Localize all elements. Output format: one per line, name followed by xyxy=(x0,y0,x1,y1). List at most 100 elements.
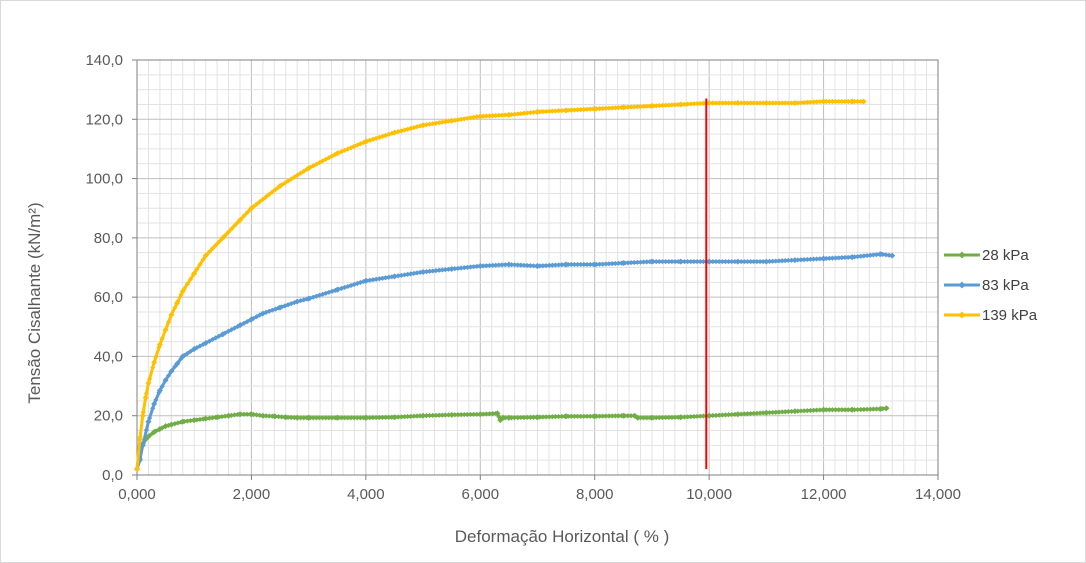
data-point xyxy=(244,210,250,216)
data-point xyxy=(725,412,732,418)
data-point xyxy=(382,414,389,420)
data-point xyxy=(156,341,163,348)
data-point xyxy=(411,270,417,276)
data-point xyxy=(870,406,876,412)
data-point xyxy=(345,415,351,421)
data-point xyxy=(760,410,766,416)
data-point xyxy=(571,413,578,419)
data-point xyxy=(486,262,493,269)
data-point xyxy=(445,412,452,418)
data-point xyxy=(861,406,867,413)
data-point xyxy=(439,267,445,273)
series-markers-83-kpa xyxy=(134,251,896,473)
data-point xyxy=(433,268,439,274)
data-point xyxy=(471,264,477,270)
data-point xyxy=(414,413,420,419)
data-point xyxy=(677,258,684,265)
data-point xyxy=(326,289,332,295)
data-point xyxy=(231,412,238,418)
data-point xyxy=(625,413,631,419)
data-point xyxy=(489,262,496,268)
data-point xyxy=(603,261,609,267)
data-point xyxy=(496,262,502,268)
data-point xyxy=(722,258,729,265)
data-point xyxy=(174,360,181,367)
data-point xyxy=(877,251,884,258)
data-point xyxy=(612,105,618,111)
data-point xyxy=(362,277,369,284)
data-point xyxy=(398,272,404,278)
data-point xyxy=(172,421,178,427)
data-point xyxy=(408,125,414,132)
data-point xyxy=(832,407,839,413)
data-point xyxy=(294,414,301,421)
data-point xyxy=(427,121,433,127)
data-point xyxy=(552,108,559,114)
data-point xyxy=(420,122,427,129)
plot-area xyxy=(136,59,939,476)
data-point xyxy=(706,258,713,265)
data-point xyxy=(543,108,549,115)
data-point xyxy=(620,104,627,111)
data-point xyxy=(832,255,839,261)
data-point xyxy=(807,99,814,105)
data-point xyxy=(864,406,870,412)
data-point xyxy=(559,413,565,420)
data-point xyxy=(329,415,335,421)
data-point xyxy=(521,414,527,421)
data-point xyxy=(357,141,364,147)
data-point xyxy=(373,135,379,141)
data-point xyxy=(395,414,401,420)
data-point xyxy=(615,105,622,111)
data-point xyxy=(515,415,521,421)
data-point xyxy=(191,417,198,424)
data-point xyxy=(744,411,751,417)
data-point xyxy=(826,255,832,261)
data-point xyxy=(741,258,747,265)
data-point xyxy=(357,415,364,421)
data-point xyxy=(253,201,260,207)
data-point xyxy=(587,106,593,112)
data-point xyxy=(338,415,345,421)
data-point xyxy=(219,234,226,241)
data-point xyxy=(694,101,700,107)
series-markers-139-kpa xyxy=(134,98,867,473)
data-point xyxy=(448,411,455,418)
data-point xyxy=(379,275,386,281)
data-point xyxy=(694,258,700,265)
data-point xyxy=(603,105,609,111)
data-point xyxy=(584,106,590,112)
data-point xyxy=(672,414,678,420)
data-point xyxy=(483,113,489,119)
data-point xyxy=(600,261,606,267)
data-point xyxy=(253,412,260,418)
data-point xyxy=(521,110,527,116)
data-point xyxy=(801,257,807,263)
data-point xyxy=(766,100,773,106)
data-point xyxy=(276,414,282,420)
data-point xyxy=(405,271,411,277)
data-point xyxy=(748,258,754,265)
data-point xyxy=(744,258,751,265)
data-point xyxy=(225,328,231,334)
data-point xyxy=(788,100,795,106)
data-point xyxy=(540,414,546,420)
data-point xyxy=(722,100,729,106)
data-point xyxy=(266,191,272,198)
data-point xyxy=(719,100,725,106)
data-point xyxy=(634,259,640,265)
data-point xyxy=(549,262,555,268)
data-point xyxy=(486,113,493,119)
data-point xyxy=(713,100,719,106)
data-point xyxy=(442,119,448,125)
data-point xyxy=(620,412,627,419)
data-point xyxy=(691,258,697,265)
data-point xyxy=(445,266,452,272)
data-point xyxy=(883,405,890,412)
data-point xyxy=(858,406,864,413)
data-point xyxy=(804,256,810,263)
data-point xyxy=(549,108,555,114)
data-point xyxy=(530,109,537,115)
data-point xyxy=(694,413,700,419)
